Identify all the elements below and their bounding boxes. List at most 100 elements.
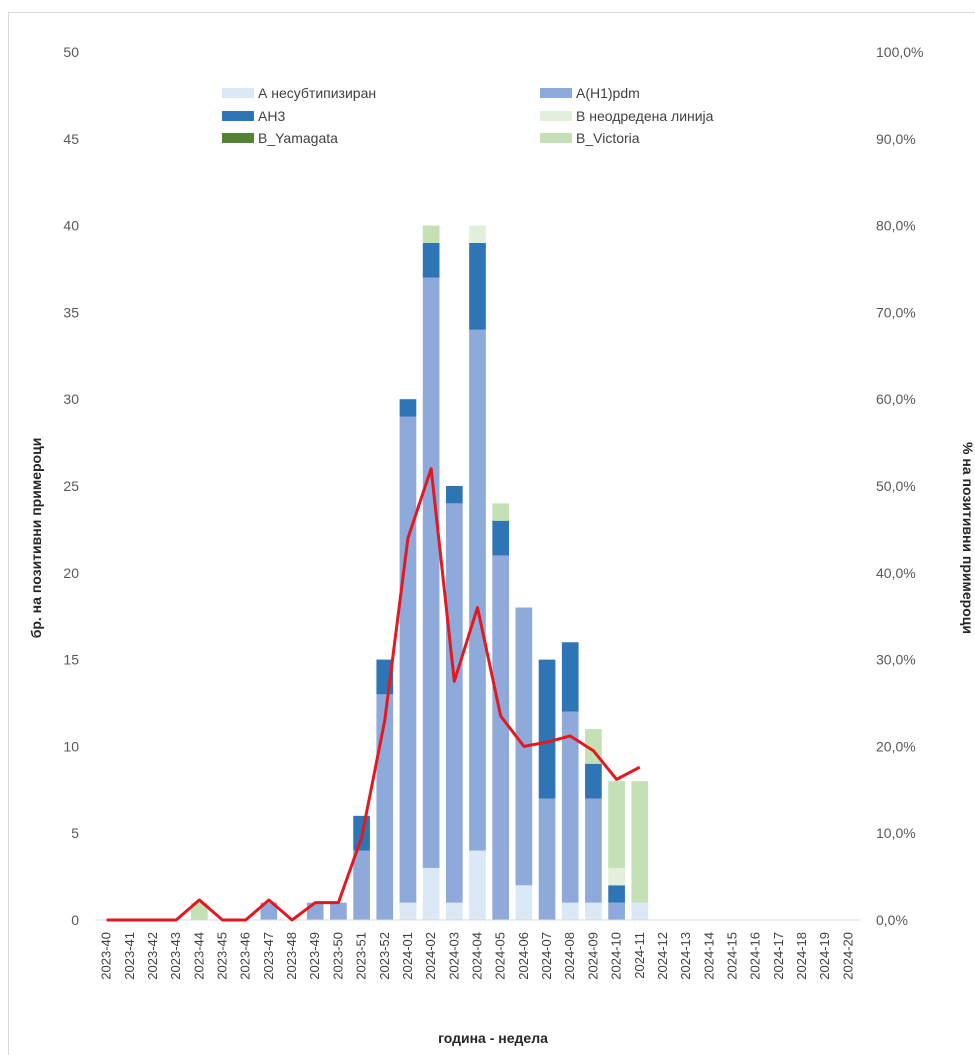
bar-segment-0-2024-01	[399, 902, 417, 920]
left-axis-ticks: 0 5 10 15 20 25 30 35 40 45 50	[63, 44, 79, 928]
x-tick-label: 2023-44	[191, 932, 206, 980]
y-tick-label: 50	[63, 44, 79, 60]
x-tick-label: 2023-42	[145, 932, 160, 980]
x-tick-label: 2024-19	[817, 932, 832, 980]
y-tick-label: 35	[63, 304, 79, 320]
right-axis-ticks: 0,0% 10,0% 20,0% 30,0% 40,0% 50,0% 60,0% 70,0% 8…	[876, 44, 923, 928]
x-tick-label: 2024-11	[632, 932, 647, 979]
x-tick-label: 2024-06	[516, 932, 531, 980]
bar-segment-5-2024-10	[608, 781, 625, 868]
x-tick-label: 2024-16	[748, 932, 763, 980]
bar-segment-2-2024-05	[492, 520, 510, 556]
y2-tick-label: 60,0%	[876, 391, 916, 407]
legend-swatch-4	[222, 133, 254, 143]
y2-tick-label: 90,0%	[876, 131, 916, 147]
y2-axis-title: % на позитивни примероци	[960, 442, 975, 634]
x-tick-label: 2023-52	[377, 932, 392, 980]
x-tick-label: 2023-51	[354, 932, 369, 980]
percent-positive-line	[106, 467, 641, 922]
y2-tick-label: 50,0%	[876, 478, 916, 494]
x-tick-label: 2024-02	[423, 932, 438, 980]
y-tick-label: 30	[63, 391, 79, 407]
bar-segment-2-2024-01	[399, 399, 417, 417]
legend-label-4: B_Yamagata	[258, 130, 338, 146]
bar-segment-1-2024-07	[538, 798, 556, 920]
bar-segment-0-2024-04	[469, 850, 486, 920]
bar-segment-0-2024-03	[445, 902, 463, 920]
y2-tick-label: 10,0%	[876, 825, 916, 841]
bar-segment-0-2024-06	[515, 885, 533, 920]
bar-segment-5-2023-44	[190, 902, 208, 920]
legend-swatch-3	[540, 111, 572, 121]
x-tick-label: 2023-47	[261, 932, 276, 980]
x-axis-ticks: 2023-40 2023-41 2023-42 2023-43 2023-44 2023-…	[99, 932, 856, 980]
legend-swatch-5	[540, 133, 572, 143]
legend-swatch-1	[540, 88, 572, 98]
bar-segment-2-2024-03	[445, 486, 463, 504]
x-tick-label: 2023-41	[122, 932, 137, 980]
bar-segment-5-2024-11	[631, 781, 649, 903]
x-tick-label: 2024-07	[539, 932, 554, 980]
x-tick-label: 2024-08	[562, 932, 577, 980]
y-tick-label: 0	[71, 912, 79, 928]
x-tick-label: 2024-17	[771, 932, 786, 980]
bar-segment-1-2024-05	[492, 555, 510, 920]
bar-segment-1-2024-01	[399, 416, 417, 903]
legend-swatch-0	[222, 88, 254, 98]
bar-segment-1-2024-09	[585, 798, 602, 903]
bars-layer	[190, 225, 649, 920]
bar-segment-2-2024-09	[585, 763, 602, 799]
x-tick-label: 2024-13	[678, 932, 693, 980]
bar-segment-1-2024-02	[422, 277, 440, 868]
x-tick-label: 2024-04	[470, 932, 485, 980]
bar-segment-5-2024-05	[492, 503, 510, 521]
y2-tick-label: 30,0%	[876, 652, 916, 668]
y2-tick-label: 100,0%	[876, 44, 923, 60]
bar-segment-1-2024-08	[561, 711, 579, 903]
y2-tick-label: 80,0%	[876, 218, 916, 234]
y-tick-label: 40	[63, 218, 79, 234]
x-axis-title: година - недела	[438, 1030, 548, 1046]
bar-segment-3-2024-04	[469, 225, 486, 243]
y2-tick-label: 20,0%	[876, 738, 916, 754]
bar-segment-2-2024-07	[538, 659, 556, 799]
y-tick-label: 15	[63, 652, 79, 668]
x-tick-label: 2023-46	[238, 932, 253, 980]
y-tick-label: 5	[71, 825, 79, 841]
bar-segment-1-2024-10	[608, 902, 625, 920]
y2-tick-label: 0,0%	[876, 912, 908, 928]
bar-segment-1-2024-03	[445, 503, 463, 903]
x-tick-label: 2024-20	[840, 932, 855, 980]
x-tick-label: 2023-49	[307, 932, 322, 980]
legend-label-5: B_Victoria	[576, 130, 640, 146]
x-tick-label: 2024-15	[725, 932, 740, 980]
x-tick-label: 2024-14	[701, 932, 716, 980]
x-tick-label: 2023-50	[330, 932, 345, 980]
y-tick-label: 10	[63, 738, 79, 754]
legend-label-1: A(H1)pdm	[576, 85, 640, 101]
bar-segment-1-2024-04	[469, 329, 486, 851]
x-tick-label: 2024-09	[585, 932, 600, 980]
y-tick-label: 25	[63, 478, 79, 494]
bar-segment-0-2024-11	[631, 902, 649, 920]
x-tick-label: 2024-12	[655, 932, 670, 980]
y-tick-label: 45	[63, 131, 79, 147]
bar-segment-0-2024-02	[422, 867, 440, 920]
bar-segment-0-2024-09	[585, 902, 602, 920]
legend: А несубтипизиран A(H1)pdm AH3 В неодредена …	[222, 85, 714, 146]
x-tick-label: 2024-01	[400, 932, 415, 980]
bar-segment-2-2024-08	[561, 642, 579, 712]
bar-segment-1-2023-51	[353, 850, 370, 920]
bar-segment-3-2024-10	[608, 867, 625, 886]
bar-segment-5-2024-02	[422, 225, 440, 243]
y2-tick-label: 70,0%	[876, 304, 916, 320]
y-tick-label: 20	[63, 565, 79, 581]
bar-segment-2-2024-04	[469, 242, 486, 330]
bar-segment-2-2024-10	[608, 885, 625, 903]
bar-segment-2-2024-02	[422, 242, 440, 278]
x-tick-label: 2023-43	[168, 932, 183, 980]
x-tick-label: 2024-10	[609, 932, 624, 980]
chart-frame	[8, 12, 975, 1055]
y2-tick-label: 40,0%	[876, 565, 916, 581]
